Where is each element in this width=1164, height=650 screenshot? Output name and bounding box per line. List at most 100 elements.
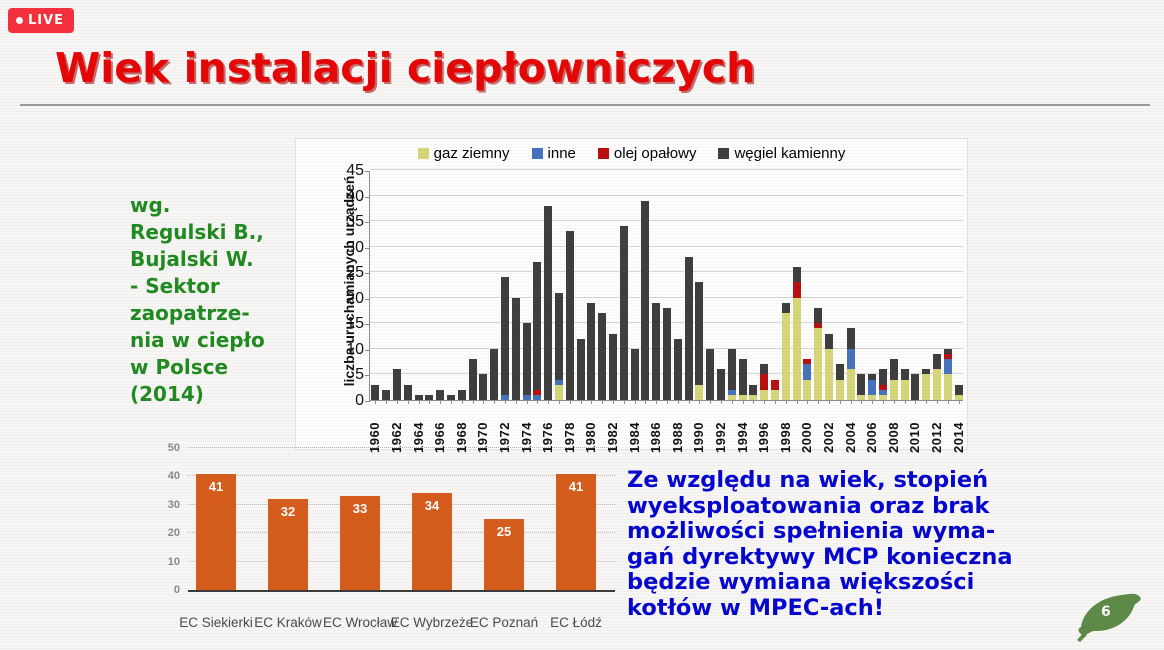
y-tick-mark — [365, 247, 370, 249]
bar-segment-węgiel-kamienny — [889, 359, 898, 380]
bar-segment-gaz-ziemny — [922, 374, 931, 400]
bar-segment-węgiel-kamienny — [835, 364, 844, 380]
bar-segment-węgiel-kamienny — [717, 369, 725, 400]
x-tick-mark — [429, 400, 431, 404]
stacked-bar — [522, 323, 531, 400]
bar-segment-węgiel-kamienny — [879, 369, 887, 385]
bar-segment-gaz-ziemny — [943, 374, 952, 400]
bar-segment-węgiel-kamienny — [630, 348, 639, 400]
ec-y-tick-label: 0 — [173, 584, 180, 596]
bar-chart-ec-plants: 0 10 20 30 40 50 41 EC Siekierki 32 EC Kraków 33 EC… — [140, 435, 625, 645]
stacked-bar — [533, 262, 542, 400]
x-tick-mark — [526, 400, 528, 404]
bar-segment-gaz-ziemny — [760, 389, 769, 400]
bar-segment-węgiel-kamienny — [825, 333, 833, 349]
stacked-bar — [717, 369, 725, 400]
x-tick-mark — [915, 400, 917, 404]
x-tick-mark — [710, 400, 712, 404]
x-axis-label: 2004 — [842, 422, 858, 453]
bar-segment-węgiel-kamienny — [749, 384, 758, 395]
ec-bar-value: 34 — [424, 498, 440, 514]
legend-label: gaz ziemny — [433, 145, 510, 162]
x-tick-mark — [764, 400, 766, 404]
y-tick-mark — [365, 222, 370, 224]
y-tick-label: 25 — [346, 264, 364, 282]
live-badge-label: LIVE — [28, 13, 65, 28]
bar-segment-inne — [522, 394, 531, 400]
x-tick-mark — [537, 400, 539, 404]
stacked-bar — [393, 369, 401, 400]
stacked-bar — [371, 384, 380, 400]
bar-segment-węgiel-kamienny — [922, 369, 931, 375]
x-tick-mark — [645, 400, 647, 404]
text-line: możliwości spełnienia wyma- — [627, 518, 996, 544]
stacked-bar — [889, 359, 898, 400]
legend-label: olej opałowy — [613, 145, 697, 162]
text-line: Ze względu na wiek, stopień — [627, 467, 989, 493]
legend-swatch-icon — [531, 148, 543, 159]
bar-segment-węgiel-kamienny — [393, 369, 401, 400]
stacked-bar — [695, 282, 704, 400]
ec-category-label: EC Wrocław — [322, 615, 397, 630]
x-tick-mark — [775, 400, 776, 404]
x-tick-mark — [397, 400, 398, 404]
bar-segment-olej-opałowy — [792, 282, 801, 298]
legend-label: inne — [547, 145, 576, 162]
bar-segment-węgiel-kamienny — [706, 348, 715, 400]
bar-segment-węgiel-kamienny — [663, 308, 671, 400]
x-tick-mark — [861, 400, 863, 404]
ec-gridline — [188, 532, 615, 534]
legend-label: węgiel kamienny — [734, 145, 846, 162]
y-tick-label: 40 — [346, 187, 364, 205]
x-tick-mark — [386, 400, 388, 404]
ec-bar: 41 — [196, 473, 236, 590]
live-badge: LIVE — [8, 8, 75, 33]
stacked-bar — [868, 374, 877, 400]
stacked-bar — [943, 348, 952, 400]
bar-segment-węgiel-kamienny — [609, 333, 617, 400]
stacked-bar — [609, 333, 617, 400]
y-tick-mark — [365, 401, 370, 402]
stacked-bar — [900, 369, 909, 400]
x-axis-label: 2010 — [907, 422, 923, 453]
text-line: zaopatrze- — [130, 301, 250, 325]
bar-segment-gaz-ziemny — [695, 384, 704, 400]
text-line: Bujalski W. — [130, 247, 254, 271]
conclusion-text: Ze względu na wiek, stopień wyeksploatowa… — [627, 467, 1013, 621]
ec-category-label: EC Kraków — [254, 615, 322, 630]
y-tick-label: 45 — [346, 162, 364, 179]
bar-segment-węgiel-kamienny — [781, 302, 790, 314]
ec-bar-value: 41 — [568, 478, 584, 494]
x-tick-mark — [796, 400, 798, 404]
stacked-bar — [641, 200, 650, 400]
x-tick-mark — [893, 400, 895, 404]
ec-category-label: EC Łódź — [550, 615, 602, 630]
bar-segment-gaz-ziemny — [868, 394, 877, 400]
x-axis-label: 2014 — [950, 422, 966, 453]
bar-segment-gaz-ziemny — [814, 328, 823, 400]
bar-segment-węgiel-kamienny — [846, 328, 855, 349]
ec-y-tick-label: 40 — [167, 470, 180, 483]
bar-segment-węgiel-kamienny — [652, 302, 661, 400]
x-tick-mark — [667, 400, 668, 404]
bar-segment-węgiel-kamienny — [598, 313, 607, 400]
legend-swatch-icon — [417, 148, 429, 159]
x-tick-mark — [548, 400, 550, 404]
bar-segment-gaz-ziemny — [857, 394, 866, 400]
bar-segment-węgiel-kamienny — [544, 205, 553, 400]
legend-swatch-icon — [718, 148, 730, 159]
ec-bar-value: 41 — [208, 478, 224, 494]
bar-segment-węgiel-kamienny — [414, 394, 423, 400]
legend-item: węgiel kamienny — [718, 146, 845, 161]
bar-segment-węgiel-kamienny — [868, 374, 877, 380]
ec-y-tick-label: 30 — [167, 498, 180, 511]
ec-chart-plot-area: 0 10 20 30 40 50 41 EC Siekierki 32 EC Kraków 33 EC… — [168, 442, 615, 630]
bar-segment-gaz-ziemny — [803, 379, 812, 400]
x-axis-label: 1990 — [691, 422, 707, 453]
text-line: w Polsce — [130, 355, 229, 379]
stacked-bar — [501, 277, 509, 400]
x-tick-mark — [785, 400, 787, 404]
text-line: gań dyrektywy MCP konieczna — [627, 543, 1013, 570]
x-tick-mark — [839, 400, 841, 404]
stacked-bar — [382, 389, 391, 400]
